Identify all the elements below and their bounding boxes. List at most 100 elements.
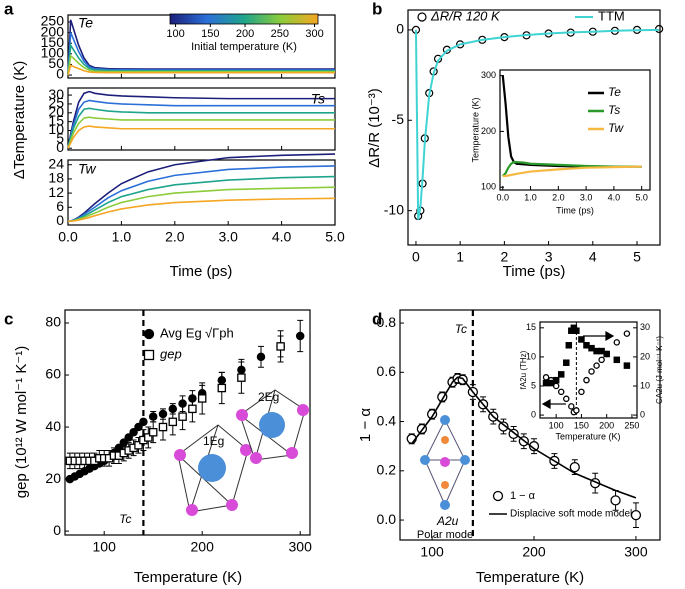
x-tick-label: 100 — [93, 538, 117, 554]
data-point — [498, 421, 509, 432]
y-tick-label: 10 — [526, 351, 536, 361]
inset-y-axis-label: fA2u (THz) — [519, 350, 528, 389]
x-tick-label: 250 — [624, 420, 639, 430]
data-point — [134, 441, 143, 450]
y-tick-label: 5 — [531, 380, 536, 390]
data-point — [573, 407, 580, 414]
y-tick-label: 0 — [640, 409, 645, 419]
data-point — [588, 368, 595, 375]
data-point — [569, 461, 580, 473]
y-tick-label: 0 — [53, 522, 61, 538]
panel-label: d — [372, 309, 382, 328]
data-point — [178, 412, 187, 421]
colorbar-label: Initial temperature (K) — [191, 41, 297, 53]
x-tick-label: 300 — [289, 538, 313, 554]
crystal-illustration — [174, 389, 309, 516]
y-tick-label: 0 — [396, 21, 404, 37]
y-tick-label: -10 — [384, 201, 404, 217]
curve — [67, 116, 335, 149]
subplot-label: Ts — [311, 91, 325, 107]
y-tick-label: 30 — [640, 322, 650, 332]
x-tick-label: 0.0 — [497, 192, 510, 202]
data-point — [563, 395, 570, 403]
y-tick-label: 100 — [481, 182, 496, 192]
y-tick-label: 40 — [45, 418, 61, 434]
legend-marker — [143, 349, 155, 361]
x-tick-label: 3.0 — [580, 192, 593, 202]
x-tick-label: 300 — [624, 543, 648, 559]
data-point — [623, 330, 631, 337]
colorbar — [169, 13, 319, 25]
model-line — [411, 376, 637, 499]
y-axis-label: ΔR/R (10⁻³) — [366, 88, 383, 168]
y-tick-label: 60 — [45, 366, 61, 382]
panel-label: b — [372, 0, 382, 18]
y-axis-label: ΔTemperature (K) — [11, 61, 28, 179]
x-tick-label: 5.0 — [325, 228, 345, 244]
x-tick-label: 200 — [522, 543, 546, 559]
x-tick-label: 2.0 — [552, 192, 565, 202]
y-tick-label: 12 — [48, 184, 64, 200]
data-point — [139, 417, 148, 427]
colorbar-tick-label: 250 — [271, 28, 289, 40]
data-point — [276, 342, 285, 351]
data-point — [188, 404, 197, 414]
curve — [67, 99, 335, 149]
x-tick-label: 2 — [500, 248, 508, 264]
data-point — [623, 362, 631, 369]
data-point — [557, 388, 565, 396]
y-tick-label: 0.0 — [377, 511, 397, 527]
panel-label: c — [4, 309, 13, 328]
y-axis-label: gep (10¹² W mol⁻¹ K⁻¹) — [13, 346, 30, 499]
y-tick-label: 15 — [48, 112, 64, 128]
tc-label: Tc — [455, 322, 467, 336]
inset-x-axis-label: Temperature (K) — [555, 431, 620, 441]
data-point — [148, 412, 158, 421]
y-tick-label: 5 — [56, 130, 64, 146]
x-tick-label: 100 — [420, 543, 444, 559]
data-point — [565, 342, 573, 349]
y-tick-label: 24 — [48, 155, 64, 171]
y-tick-label: 0 — [56, 66, 64, 82]
inset-y2-axis-label: CA2u (J mol⁻¹ K⁻¹) — [655, 336, 664, 404]
y-tick-label: 200 — [481, 126, 496, 136]
inset-y-axis-label: Temperature (K) — [470, 97, 480, 162]
curve — [67, 64, 335, 76]
y-tick-label: -5 — [392, 111, 405, 127]
tc-label: Tc — [119, 512, 131, 526]
curve — [67, 90, 335, 149]
y-tick-label: 0.4 — [377, 412, 397, 428]
y-tick-label: 20 — [48, 104, 64, 120]
y-tick-label: 20 — [640, 351, 650, 361]
data-point — [237, 373, 246, 382]
legend-label: 1 − α — [510, 490, 536, 502]
curve — [67, 125, 335, 149]
legend-marker — [143, 328, 155, 340]
legend-label: TTM — [598, 8, 625, 23]
data-point — [158, 422, 168, 432]
annotation: Polar mode — [417, 529, 473, 541]
legend-marker — [417, 12, 427, 22]
inset-curve — [502, 165, 642, 178]
x-tick-label: 4.0 — [272, 228, 292, 244]
y-tick-label: 200 — [41, 23, 65, 39]
y-tick-label: 20 — [45, 470, 61, 486]
legend-label: gep — [160, 346, 182, 361]
fit-line — [414, 28, 660, 220]
y-tick-label: 80 — [45, 314, 61, 330]
curve — [67, 42, 335, 76]
data-point — [542, 374, 550, 381]
data-point — [598, 356, 605, 364]
annotation: A2u — [436, 514, 459, 528]
y-tick-label: 0.8 — [377, 314, 397, 330]
plot-frame — [499, 69, 651, 191]
data-point — [613, 356, 621, 364]
annotation: √Γph — [205, 325, 234, 340]
x-tick-label: 4 — [589, 248, 597, 264]
data-point — [197, 394, 207, 403]
x-tick-label: 5 — [633, 248, 641, 264]
y-tick-label: 6 — [56, 198, 64, 214]
data-point — [603, 350, 610, 358]
y-axis-label: 1 − α — [357, 408, 374, 442]
